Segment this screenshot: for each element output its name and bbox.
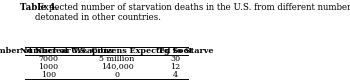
Text: 30: 30 bbox=[170, 55, 181, 63]
Text: 7000: 7000 bbox=[38, 55, 58, 63]
Text: 100: 100 bbox=[41, 71, 56, 79]
Text: 4: 4 bbox=[173, 71, 178, 79]
Text: Table 4.: Table 4. bbox=[20, 3, 59, 12]
Text: Tg Soot: Tg Soot bbox=[158, 47, 193, 55]
Text: 5 million: 5 million bbox=[99, 55, 135, 63]
Text: Expected number of starvation deaths in the U.S. from different number of nuclea: Expected number of starvation deaths in … bbox=[35, 3, 350, 22]
Text: 12: 12 bbox=[170, 63, 181, 71]
Text: Number of U.S. Citizens Expected to Starve: Number of U.S. Citizens Expected to Star… bbox=[20, 47, 214, 55]
Text: Number of Nuclear Weapons: Number of Nuclear Weapons bbox=[0, 47, 113, 55]
Text: 0: 0 bbox=[115, 71, 120, 79]
Text: 1000: 1000 bbox=[38, 63, 59, 71]
Text: 140,000: 140,000 bbox=[101, 63, 134, 71]
